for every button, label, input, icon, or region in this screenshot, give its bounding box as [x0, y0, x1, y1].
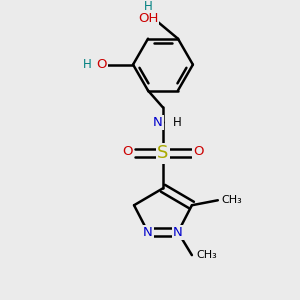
Text: H: H: [144, 0, 152, 13]
Text: O: O: [193, 145, 203, 158]
Text: OH: OH: [138, 12, 158, 25]
Text: CH₃: CH₃: [196, 250, 217, 260]
Text: N: N: [143, 226, 153, 239]
Text: CH₃: CH₃: [222, 195, 243, 205]
Text: O: O: [97, 58, 107, 71]
Text: O: O: [122, 145, 133, 158]
Text: N: N: [173, 226, 183, 239]
Text: S: S: [157, 144, 169, 162]
Text: H: H: [173, 116, 182, 129]
Text: H: H: [82, 58, 91, 71]
Text: N: N: [153, 116, 163, 129]
